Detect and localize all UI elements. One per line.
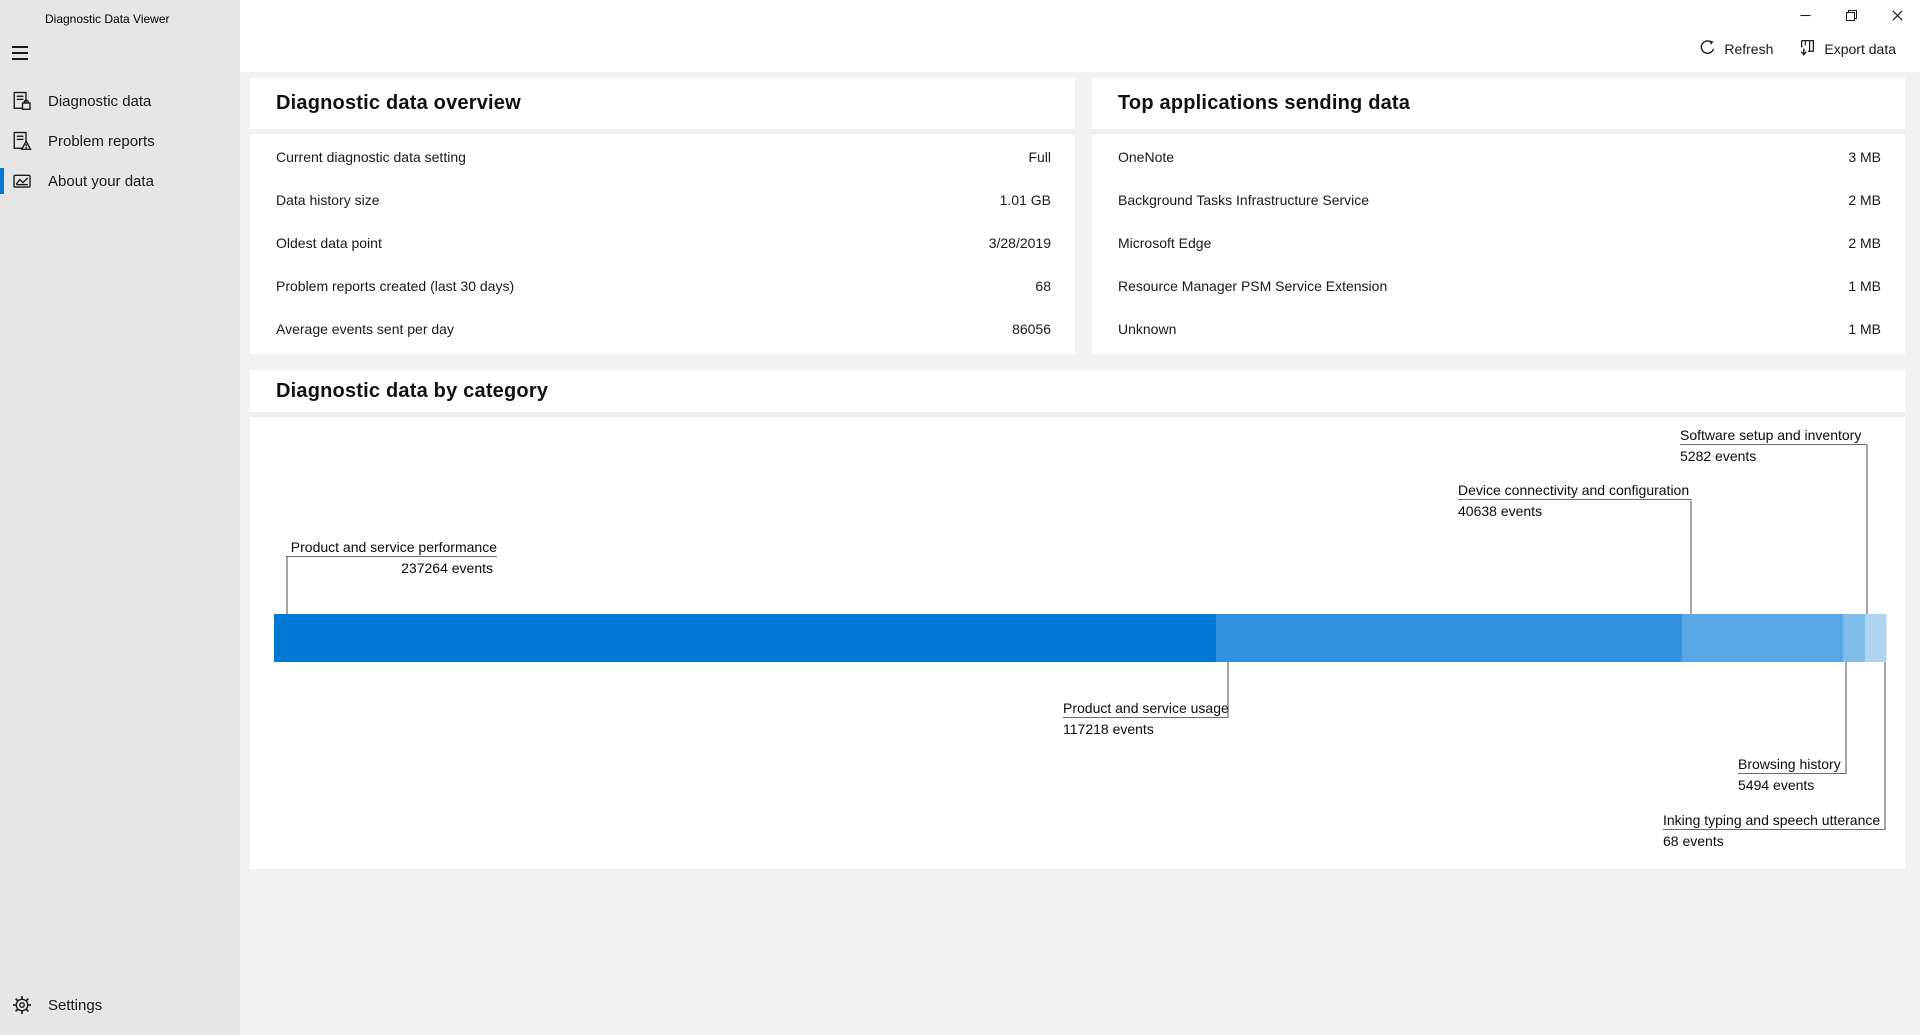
- app-row: OneNote 3 MB: [1092, 135, 1905, 178]
- bar-segment-0: [274, 614, 1217, 662]
- export-data-button[interactable]: Export data: [1799, 39, 1896, 59]
- row-value: 68: [1035, 277, 1051, 294]
- chart-label-device-connectivity-and-configuration: Device connectivity and configuration 40…: [1458, 482, 1692, 519]
- category-events: 5494 events: [1738, 777, 1815, 793]
- overview-row: Oldest data point 3/28/2019: [250, 221, 1075, 264]
- overview-row: Average events sent per day 86056: [250, 307, 1075, 350]
- sidebar: Diagnostic Data Viewer Diagnostic data: [0, 0, 240, 1035]
- category-events: 5282 events: [1680, 448, 1757, 464]
- settings-label: Settings: [48, 996, 103, 1014]
- category-card-title: Diagnostic data by category: [276, 379, 549, 402]
- row-value: 1.01 GB: [999, 191, 1051, 208]
- sidebar-item-problem-reports[interactable]: Problem reports: [0, 121, 240, 161]
- app-size: 1 MB: [1848, 320, 1881, 337]
- sidebar-item-label: Problem reports: [48, 132, 155, 150]
- app-size: 2 MB: [1848, 191, 1881, 208]
- app-name: Background Tasks Infrastructure Service: [1118, 191, 1370, 208]
- gear-icon: [12, 995, 32, 1015]
- chart-label-inking-typing-and-speech-utterance: Inking typing and speech utterance 68 ev…: [1663, 812, 1885, 849]
- category-chart: Software setup and inventory 5282 events…: [250, 417, 1905, 864]
- chart-label-product-and-service-performance: Product and service performance 237264 e…: [286, 539, 497, 576]
- row-value: 3/28/2019: [988, 234, 1051, 251]
- leader-line: [1227, 662, 1229, 718]
- category-name: Inking typing and speech utterance: [1663, 812, 1885, 830]
- category-events: 40638 events: [1458, 503, 1543, 519]
- bar-segment-2: [1681, 614, 1843, 662]
- category-name: Software setup and inventory: [1680, 427, 1867, 445]
- row-value: Full: [1028, 148, 1051, 165]
- app-name: OneNote: [1118, 148, 1175, 165]
- bar-segment-3: [1842, 614, 1865, 662]
- overview-row: Problem reports created (last 30 days) 6…: [250, 264, 1075, 307]
- export-data-icon: [1799, 39, 1816, 59]
- category-events: 117218 events: [1063, 721, 1154, 737]
- sidebar-item-settings[interactable]: Settings: [0, 985, 240, 1025]
- sidebar-nav: Diagnostic data Problem reports: [0, 81, 240, 201]
- refresh-label: Refresh: [1724, 41, 1774, 57]
- row-label: Average events sent per day: [276, 320, 454, 337]
- app-size: 3 MB: [1848, 148, 1881, 165]
- row-label: Oldest data point: [276, 234, 382, 251]
- problem-reports-icon: [12, 131, 32, 151]
- content-area: Diagnostic data overview Current diagnos…: [240, 72, 1920, 1035]
- leader-line: [1690, 501, 1692, 614]
- diagnostic-data-overview-card: Diagnostic data overview Current diagnos…: [250, 78, 1075, 354]
- overview-row: Current diagnostic data setting Full: [250, 135, 1075, 178]
- sidebar-item-label: Diagnostic data: [48, 92, 152, 110]
- window-caption-controls: [1782, 0, 1920, 30]
- minimize-button[interactable]: [1782, 0, 1828, 30]
- chart-label-product-and-service-usage: Product and service usage 117218 events: [1063, 700, 1229, 737]
- category-bar: [274, 614, 1886, 662]
- app-size: 2 MB: [1848, 234, 1881, 251]
- row-label: Current diagnostic data setting: [276, 148, 466, 165]
- leader-line: [286, 557, 288, 614]
- window-title: Diagnostic Data Viewer: [45, 12, 170, 26]
- overview-card-title: Diagnostic data overview: [276, 92, 521, 114]
- card-header: Diagnostic data by category: [250, 370, 1905, 417]
- hamburger-menu-button[interactable]: [10, 41, 38, 65]
- card-header: Top applications sending data: [1092, 78, 1905, 134]
- leader-line: [1866, 445, 1868, 614]
- category-events: 68 events: [1663, 833, 1724, 849]
- diagnostic-data-by-category-card: Diagnostic data by category Software set…: [250, 370, 1905, 869]
- chart-label-browsing-history: Browsing history 5494 events: [1738, 756, 1846, 793]
- app-name: Resource Manager PSM Service Extension: [1118, 277, 1388, 294]
- bar-segment-1: [1216, 614, 1682, 662]
- leader-line: [1845, 662, 1847, 774]
- row-label: Problem reports created (last 30 days): [276, 277, 515, 294]
- sidebar-item-about-your-data[interactable]: About your data: [0, 161, 240, 201]
- app-size: 1 MB: [1848, 277, 1881, 294]
- sidebar-item-label: About your data: [48, 172, 154, 190]
- row-label: Data history size: [276, 191, 380, 208]
- refresh-icon: [1699, 39, 1716, 59]
- app-row: Resource Manager PSM Service Extension 1…: [1092, 264, 1905, 307]
- top-applications-card: Top applications sending data OneNote 3 …: [1092, 78, 1905, 354]
- category-name: Browsing history: [1738, 756, 1846, 774]
- apps-card-title: Top applications sending data: [1118, 92, 1411, 114]
- leader-line: [1884, 662, 1886, 830]
- restore-button[interactable]: [1828, 0, 1874, 30]
- row-value: 86056: [1012, 320, 1051, 337]
- app-name: Unknown: [1118, 320, 1177, 337]
- app-row: Unknown 1 MB: [1092, 307, 1905, 350]
- chart-label-software-setup-and-inventory: Software setup and inventory 5282 events: [1680, 427, 1867, 464]
- app-row: Microsoft Edge 2 MB: [1092, 221, 1905, 264]
- sidebar-item-diagnostic-data[interactable]: Diagnostic data: [0, 81, 240, 121]
- diagnostic-data-icon: [12, 91, 32, 111]
- app-row: Background Tasks Infrastructure Service …: [1092, 178, 1905, 221]
- overview-row: Data history size 1.01 GB: [250, 178, 1075, 221]
- category-events: 237264 events: [401, 560, 493, 576]
- toolbar: Refresh Export data: [1699, 34, 1896, 64]
- close-button[interactable]: [1874, 0, 1920, 30]
- category-name: Product and service performance: [286, 539, 497, 557]
- category-name: Device connectivity and configuration: [1458, 482, 1692, 500]
- refresh-button[interactable]: Refresh: [1699, 39, 1773, 59]
- category-name: Product and service usage: [1063, 700, 1229, 718]
- bar-segment-4: [1864, 614, 1886, 662]
- about-your-data-icon: [12, 171, 32, 191]
- export-data-label: Export data: [1824, 41, 1896, 57]
- app-name: Microsoft Edge: [1118, 234, 1212, 251]
- card-header: Diagnostic data overview: [250, 78, 1075, 134]
